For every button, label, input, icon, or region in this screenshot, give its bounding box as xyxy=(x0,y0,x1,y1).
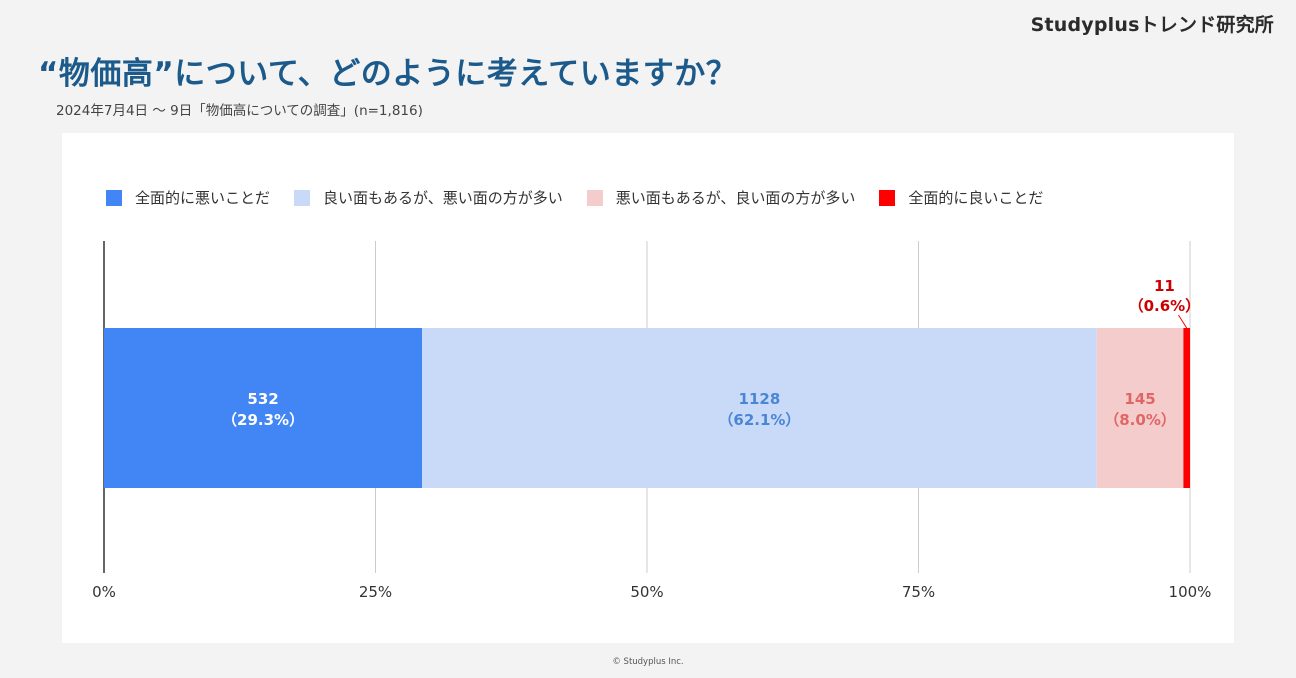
data-label-pct-0: （29.3%） xyxy=(222,411,304,429)
data-label-pct-1: （62.1%） xyxy=(718,411,800,429)
data-label-count-3: 11 xyxy=(1154,277,1175,295)
page-title: “物価高”について、どのように考えていますか？ xyxy=(38,56,738,92)
data-label-count-0: 532 xyxy=(247,390,278,408)
legend-swatch-1 xyxy=(294,189,311,206)
bar-segment-3 xyxy=(1183,328,1190,488)
copyright-footer: © Studyplus Inc. xyxy=(612,657,684,667)
chart-card: 全面的に悪いことだ 良い面もあるが、悪い面の方が多い 悪い面もあるが、良い面の方… xyxy=(62,133,1234,643)
data-label-count-2: 145 xyxy=(1124,390,1155,408)
bar-segment-2 xyxy=(1096,328,1184,488)
legend-label-0: 全面的に悪いことだ xyxy=(135,189,271,207)
data-label-pct-3: （0.6%） xyxy=(1129,297,1201,315)
bar-segment-0 xyxy=(104,328,423,488)
stacked-bar-chart: 0% 25% 50% 75% 100% 532 （29.3%） 1128 （62.1%） 145 （… xyxy=(92,241,1212,601)
leader-line-3 xyxy=(1178,314,1188,329)
legend-swatch-2 xyxy=(586,189,603,206)
legend-label-3: 全面的に良いことだ xyxy=(908,189,1044,207)
chart-legend: 全面的に悪いことだ 良い面もあるが、悪い面の方が多い 悪い面もあるが、良い面の方… xyxy=(106,187,1067,208)
x-tick-label-1: 25% xyxy=(359,583,392,601)
legend-label-2: 悪い面もあるが、良い面の方が多い xyxy=(615,189,856,207)
x-tick-label-0: 0% xyxy=(92,583,116,601)
legend-item-2: 悪い面もあるが、良い面の方が多い xyxy=(586,187,856,208)
x-tick-label-2: 50% xyxy=(630,583,663,601)
brand-logo-text: Studyplusトレンド研究所 xyxy=(1030,14,1274,36)
data-label-count-1: 1128 xyxy=(739,390,781,408)
legend-item-0: 全面的に悪いことだ xyxy=(106,187,270,208)
data-label-pct-2: （8.0%） xyxy=(1104,411,1176,429)
legend-swatch-3 xyxy=(879,189,896,206)
legend-swatch-0 xyxy=(106,189,122,206)
x-tick-label-4: 100% xyxy=(1169,583,1212,601)
legend-item-3: 全面的に良いことだ xyxy=(879,187,1043,208)
x-tick-label-3: 75% xyxy=(902,583,935,601)
legend-label-1: 良い面もあるが、悪い面の方が多い xyxy=(323,189,563,207)
page-subtitle: 2024年7月4日 〜 9日「物価高についての調査」(n=1,816) xyxy=(56,103,423,119)
legend-item-1: 良い面もあるが、悪い面の方が多い xyxy=(294,187,563,208)
bar-segment-1 xyxy=(422,328,1097,488)
